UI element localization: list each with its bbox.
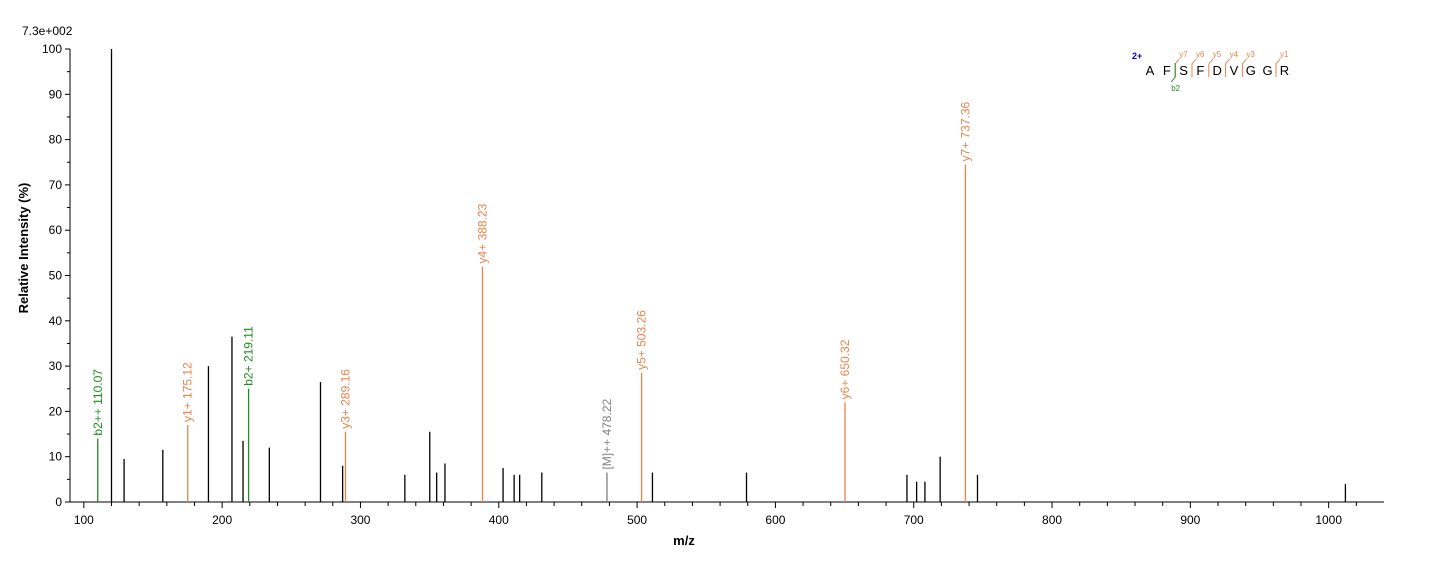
x-tick-label: 200 — [212, 513, 232, 527]
peak-label: y4+ 388.23 — [475, 203, 489, 263]
peaks-group: b2++ 110.07 y1+ 175.12 b2+ 219.11 y3+ 289.1… — [91, 49, 1347, 502]
y-tick-label: 50 — [49, 269, 63, 283]
y-ion-label: y6 — [1196, 50, 1205, 59]
sequence-residue: F — [1196, 63, 1204, 78]
y-tick-label: 90 — [49, 87, 63, 101]
peak-label: [M]++ 478.22 — [600, 399, 614, 470]
y-tick-label: 80 — [49, 133, 63, 147]
x-axis-title: m/z — [673, 533, 695, 548]
x-tick-label: 300 — [350, 513, 370, 527]
y-tick-label: 100 — [42, 42, 62, 56]
peak-label: y6+ 650.32 — [838, 339, 852, 399]
x-tick-label: 900 — [1180, 513, 1200, 527]
y-tick-label: 40 — [49, 314, 63, 328]
peak-label: y7+ 737.36 — [958, 101, 972, 161]
y-axis-title: Relative Intensity (%) — [16, 183, 31, 314]
y-ion-cleavage-mark — [1208, 58, 1214, 77]
y-ion-cleavage-mark — [1275, 58, 1281, 77]
x-tick-label: 1000 — [1315, 513, 1342, 527]
y-tick-label: 20 — [49, 404, 63, 418]
y-tick-label: 0 — [55, 495, 62, 509]
peak-label: y3+ 289.16 — [338, 369, 352, 429]
intensity-scale-label: 7.3e+002 — [22, 24, 73, 38]
sequence-residue: S — [1179, 63, 1188, 78]
y-ion-label: y7 — [1179, 50, 1188, 59]
x-tick-label: 600 — [765, 513, 785, 527]
x-tick-label: 100 — [74, 513, 94, 527]
y-ion-cleavage-mark — [1241, 58, 1247, 77]
sequence-residue: V — [1230, 63, 1239, 78]
axes: 0 10 20 30 40 50 60 70 80 90 100 100 200 300 400 500 600… — [42, 42, 1384, 527]
b-ion-cleavage-mark — [1170, 63, 1176, 83]
x-tick-label: 700 — [904, 513, 924, 527]
y-ion-cleavage-mark — [1191, 58, 1197, 77]
sequence-residue: G — [1263, 63, 1273, 78]
y-ion-label: y1 — [1280, 50, 1289, 59]
y-ion-label: y3 — [1246, 50, 1255, 59]
y-tick-label: 30 — [49, 359, 63, 373]
peak-label: y5+ 503.26 — [635, 310, 649, 370]
sequence-residue: D — [1213, 63, 1222, 78]
charge-state-label: 2+ — [1132, 51, 1142, 61]
sequence-residue: G — [1246, 63, 1256, 78]
y-ion-cleavage-mark — [1225, 58, 1230, 77]
sequence-residue: R — [1280, 63, 1289, 78]
y-tick-label: 70 — [49, 178, 63, 192]
sequence-residue: A — [1146, 63, 1155, 78]
peak-label: b2+ 219.11 — [242, 326, 256, 386]
x-tick-label: 800 — [1042, 513, 1062, 527]
y-tick-label: 60 — [49, 223, 63, 237]
peak-label: b2++ 110.07 — [91, 369, 105, 436]
x-tick-label: 500 — [627, 513, 647, 527]
x-tick-label: 400 — [489, 513, 509, 527]
peak-label: y1+ 175.12 — [181, 362, 195, 422]
sequence-residue: F — [1163, 63, 1171, 78]
y-ion-label: y4 — [1230, 50, 1239, 59]
y-ion-label: y5 — [1213, 50, 1222, 59]
y-tick-label: 10 — [49, 450, 63, 464]
b-ion-label: b2 — [1171, 84, 1180, 93]
